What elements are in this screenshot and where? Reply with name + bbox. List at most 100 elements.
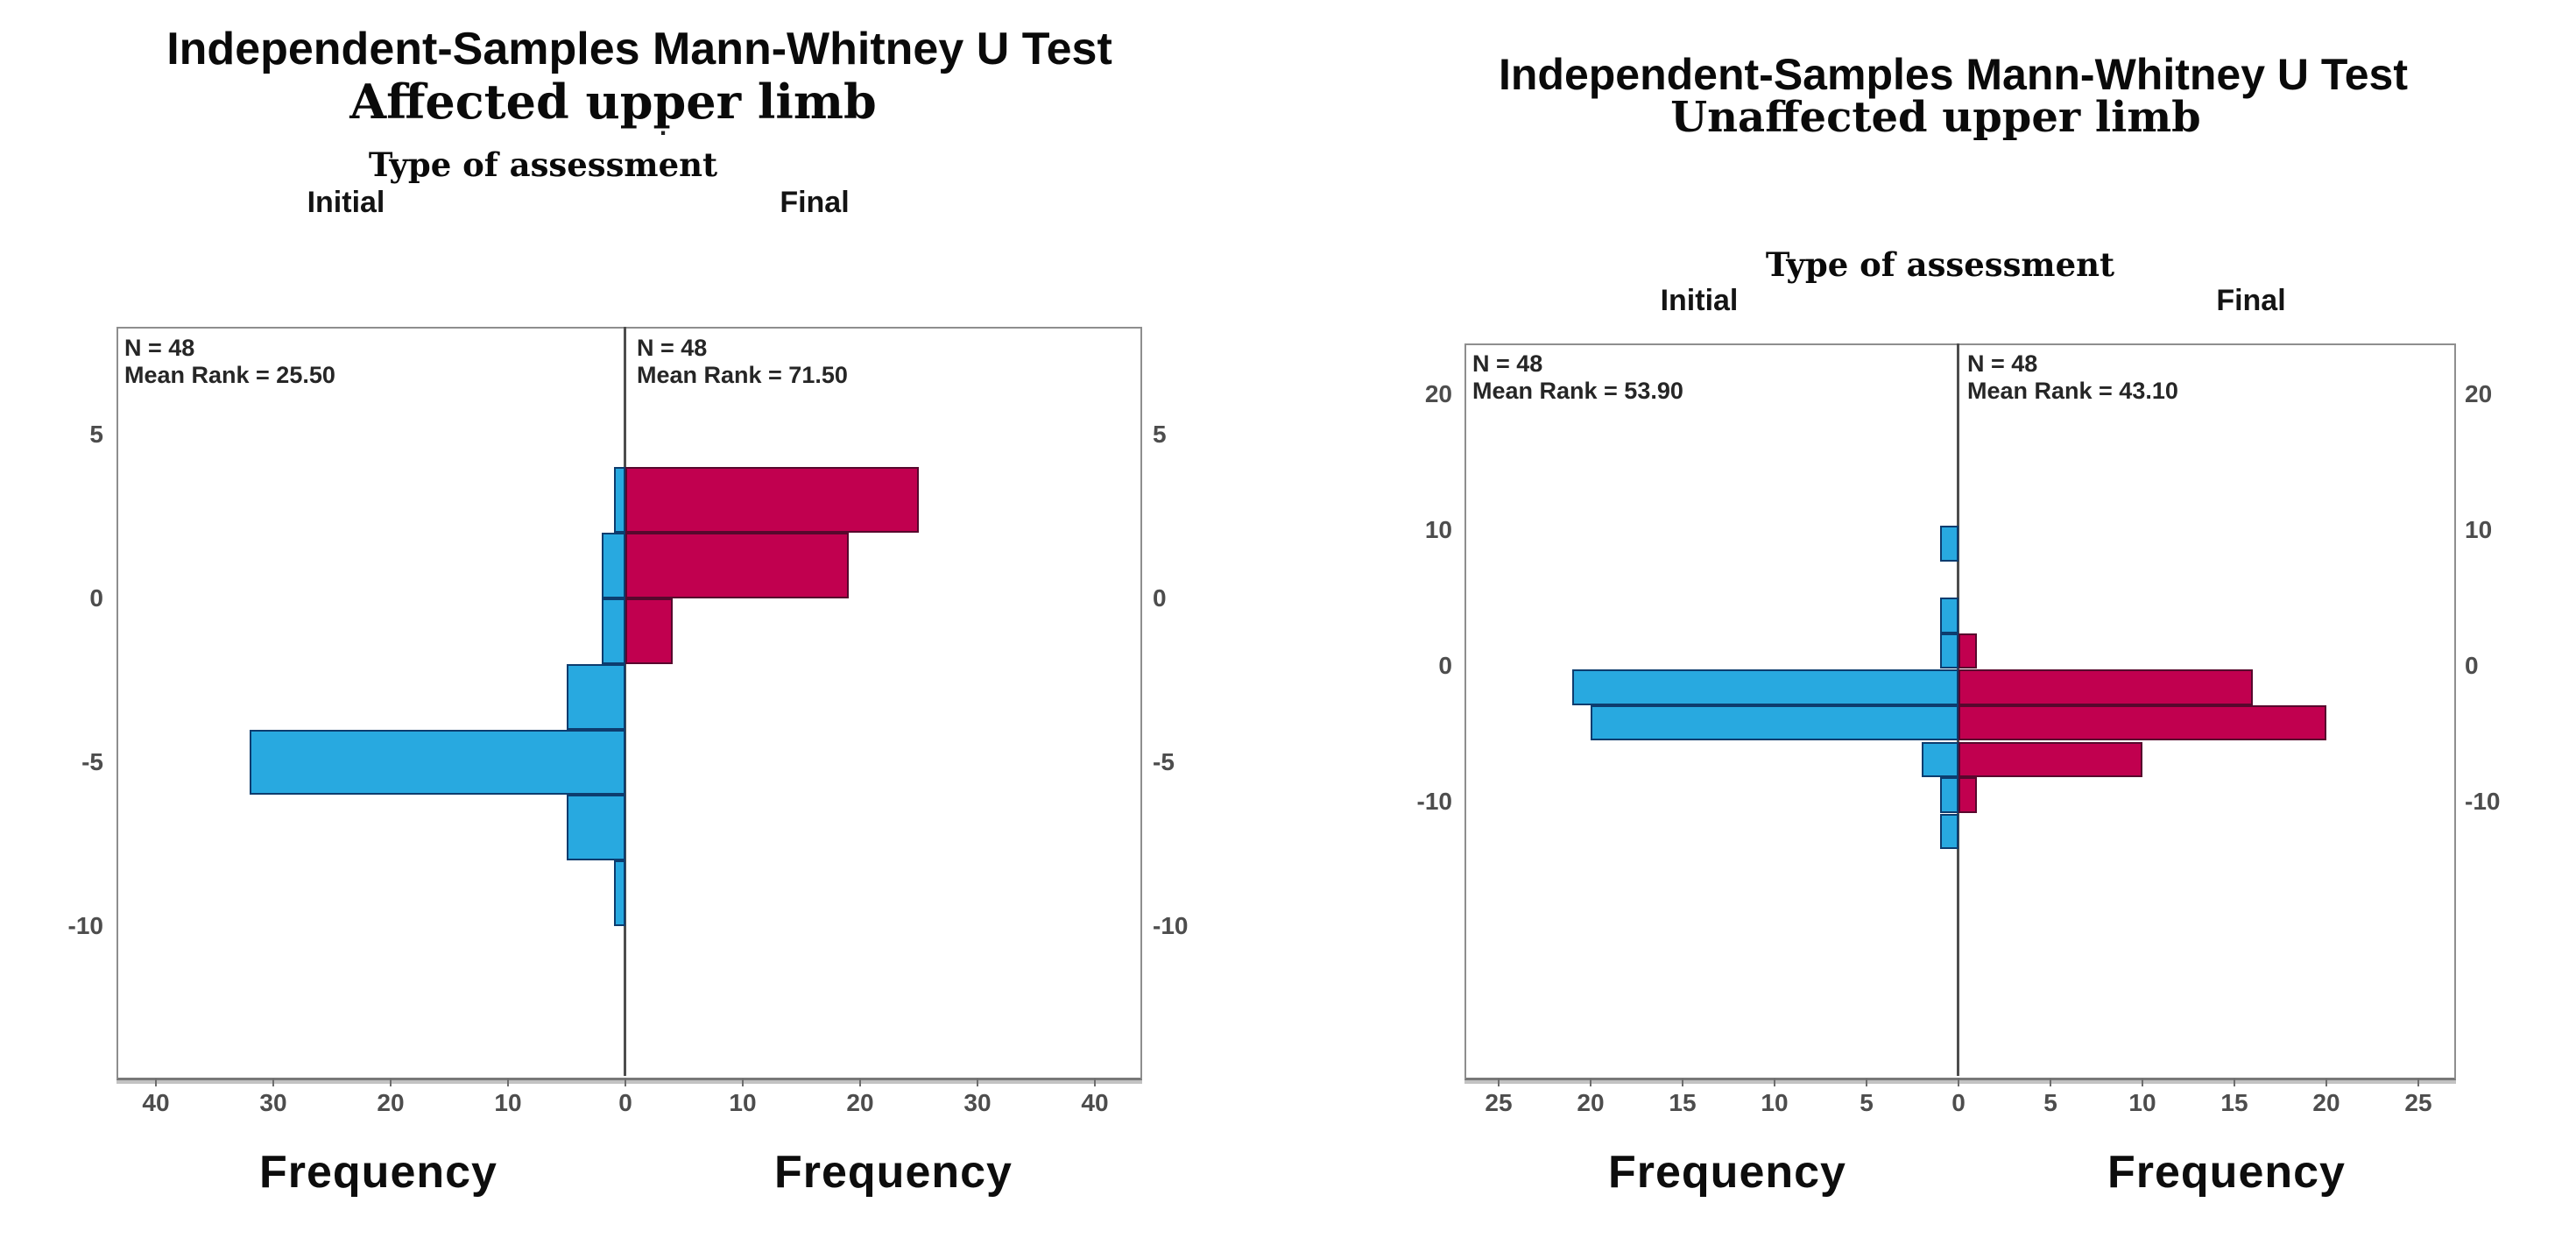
histogram-bar-final: [1958, 669, 2253, 706]
x-axis-tick-label: 0: [1951, 1089, 1966, 1116]
axis-tick-mark: [1682, 1079, 1683, 1086]
y-axis-tick-label: 20: [2465, 380, 2493, 407]
x-axis-label-final: Frequency: [774, 1147, 1013, 1198]
chart-title: Independent-Samples Mann-Whitney U Test: [166, 24, 1112, 74]
axis-tick-mark: [2234, 1079, 2235, 1086]
axis-tick-mark: [272, 1079, 274, 1086]
x-axis-tick-label: 10: [729, 1089, 757, 1116]
y-axis-tick-label: 20: [1424, 380, 1452, 407]
y-axis-tick-label: -5: [1153, 748, 1175, 775]
stats-final: N = 48 Mean Rank = 43.10: [1967, 350, 2178, 405]
y-axis-tick-label: 0: [2465, 652, 2479, 679]
histogram-bar-initial: [613, 467, 625, 534]
y-axis-tick-label: -10: [1153, 912, 1189, 939]
x-axis-tick-label: 40: [1081, 1089, 1109, 1116]
plot-frame: [1464, 343, 2456, 1080]
histogram-bar-initial: [567, 663, 625, 730]
y-axis-tick-label: -10: [67, 912, 103, 939]
axis-tick-mark: [1958, 1079, 1959, 1086]
histogram-bar-final: [1958, 741, 2142, 778]
x-axis-tick-label: 0: [618, 1089, 632, 1116]
histogram-bar-final: [625, 533, 849, 598]
x-axis-label-initial: Frequency: [259, 1147, 498, 1198]
axis-tick-mark: [2325, 1079, 2327, 1086]
axis-tick-mark: [2050, 1079, 2051, 1086]
histogram-bar-initial: [613, 860, 625, 926]
stats-initial-mean-rank: Mean Rank = 53.90: [1472, 378, 1683, 404]
axis-tick-mark: [859, 1079, 861, 1086]
x-axis-tick-label: 30: [963, 1089, 992, 1116]
group-label-final: Final: [2216, 284, 2286, 317]
x-axis-tick-label: 15: [1669, 1089, 1697, 1116]
x-axis-tick-label: 25: [2404, 1089, 2432, 1116]
histogram-bar-initial: [1572, 669, 1958, 706]
axis-tick-mark: [1498, 1079, 1500, 1086]
histogram-bar-initial: [1940, 526, 1958, 562]
histogram-bar-initial: [567, 795, 625, 861]
axis-tick-mark: [1866, 1079, 1867, 1086]
x-axis-tick-label: 20: [377, 1089, 405, 1116]
stats-final-n: N = 48: [1967, 350, 2038, 377]
y-axis-tick-label: 0: [1438, 652, 1452, 679]
y-axis-tick-label: -10: [2465, 788, 2501, 815]
group-label-initial: Initial: [307, 186, 385, 219]
panel-label: Type of assessment: [1765, 245, 2115, 284]
x-axis-tick-label: 5: [1860, 1089, 1874, 1116]
chart-subtitle: Affected upper limb: [349, 74, 877, 130]
y-axis-tick-label: 10: [2465, 516, 2493, 543]
histogram-bar-final: [625, 598, 673, 664]
axis-tick-mark: [742, 1079, 744, 1086]
axis-tick-mark: [1590, 1079, 1591, 1086]
axis-baseline-shadow: [116, 1080, 1142, 1084]
x-axis-label-initial: Frequency: [1608, 1147, 1846, 1198]
y-axis-tick-label: -5: [81, 748, 103, 775]
stray-dot: .: [659, 112, 667, 141]
histogram-bar-initial: [1940, 776, 1958, 813]
histogram-bar-initial: [250, 729, 625, 796]
y-axis-tick-label: 0: [1153, 584, 1167, 612]
y-axis-tick-label: 5: [89, 421, 103, 448]
x-axis-tick-label: 20: [846, 1089, 874, 1116]
axis-tick-mark: [507, 1079, 509, 1086]
histogram-bar-initial: [1940, 633, 1958, 669]
x-axis-label-final: Frequency: [2107, 1147, 2346, 1198]
stats-initial-n: N = 48: [1472, 350, 1543, 377]
histogram-bar-initial: [1940, 598, 1958, 633]
plot-frame: [116, 327, 1142, 1080]
y-axis-tick-label: 10: [1424, 516, 1452, 543]
axis-tick-mark: [625, 1079, 626, 1086]
x-axis-tick-label: 5: [2043, 1089, 2057, 1116]
group-label-final: Final: [780, 186, 850, 219]
y-axis-tick-label: 0: [89, 584, 103, 612]
x-axis-tick-label: 20: [2312, 1089, 2340, 1116]
histogram-bar-final: [1958, 633, 1977, 669]
x-axis-tick-label: 10: [494, 1089, 522, 1116]
stats-initial: N = 48 Mean Rank = 53.90: [1472, 350, 1683, 405]
stats-initial-mean-rank: Mean Rank = 25.50: [124, 362, 335, 388]
stats-initial-n: N = 48: [124, 335, 195, 361]
group-label-initial: Initial: [1660, 284, 1739, 317]
histogram-bar-initial: [602, 533, 625, 598]
chart-title: Independent-Samples Mann-Whitney U Test: [1498, 50, 2409, 99]
stats-final-mean-rank: Mean Rank = 43.10: [1967, 378, 2178, 404]
histogram-bar-initial: [1940, 813, 1958, 850]
histogram-bar-initial: [1591, 704, 1958, 741]
axis-tick-mark: [2417, 1079, 2419, 1086]
stats-initial: N = 48 Mean Rank = 25.50: [124, 335, 335, 389]
axis-tick-mark: [1774, 1079, 1775, 1086]
x-axis-tick-label: 30: [259, 1089, 287, 1116]
stats-final-n: N = 48: [637, 335, 708, 361]
histogram-bar-initial: [1922, 741, 1958, 778]
axis-tick-mark: [155, 1079, 157, 1086]
axis-tick-mark: [977, 1079, 978, 1086]
x-axis-tick-label: 10: [2128, 1089, 2156, 1116]
x-axis-tick-label: 15: [2220, 1089, 2248, 1116]
axis-tick-mark: [2142, 1079, 2143, 1086]
y-axis-tick-label: 5: [1153, 421, 1167, 448]
stats-final: N = 48 Mean Rank = 71.50: [637, 335, 848, 389]
panel-label: Type of assessment: [368, 145, 718, 184]
x-axis-tick-label: 25: [1485, 1089, 1513, 1116]
x-axis-tick-label: 10: [1761, 1089, 1789, 1116]
